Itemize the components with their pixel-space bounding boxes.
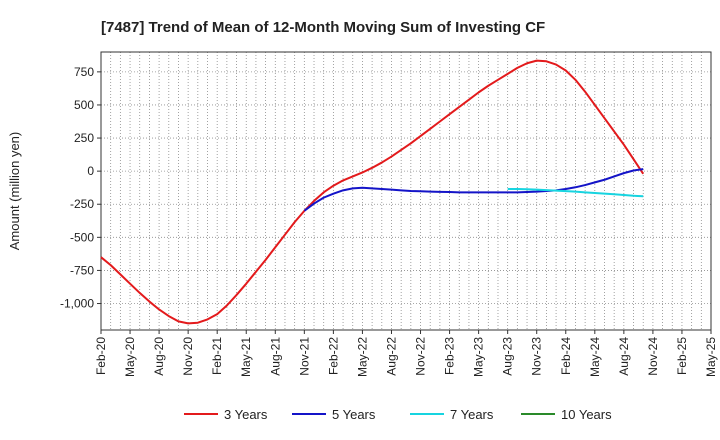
x-tick-label: May-25 [704,337,718,377]
x-tick-label: Feb-21 [210,337,224,375]
x-tick-label: Nov-24 [646,337,660,376]
x-tick-label: Aug-21 [268,337,282,376]
x-tick-label: Feb-22 [326,337,340,375]
legend-label: 7 Years [450,407,494,422]
legend-label: 3 Years [224,407,268,422]
series-line-5-years [303,168,644,212]
x-tick-label: May-22 [355,337,369,377]
x-tick-label: Feb-25 [675,337,689,375]
x-tick-label: Aug-24 [617,337,631,376]
x-tick-label: Aug-22 [384,337,398,376]
chart-title: [7487] Trend of Mean of 12-Month Moving … [101,19,545,36]
x-tick-label: Aug-20 [152,337,166,376]
series-line-3-years [100,59,645,325]
y-tick-label: 750 [74,65,94,79]
x-tick-label: Aug-23 [501,337,515,376]
y-tick-label: -750 [70,263,94,277]
y-tick-label: -500 [70,230,94,244]
x-tick-label: May-20 [123,337,137,377]
x-tick-label: Nov-23 [530,337,544,376]
y-axis-label: Amount (million yen) [7,132,22,251]
legend: 3 Years 5 Years 7 Years 10 Years [184,407,612,422]
x-tick-label: Feb-20 [94,337,108,375]
x-axis-ticks: Feb-20 May-20 Aug-20 Nov-20 Feb-21 May-21 Aug-… [94,330,718,377]
series-lines [100,59,645,325]
y-tick-label: -250 [70,197,94,211]
y-tick-label: -1,000 [60,297,94,311]
y-tick-label: 0 [87,164,94,178]
x-tick-label: Nov-22 [414,337,428,376]
x-tick-label: Feb-23 [443,337,457,375]
y-tick-label: 500 [74,98,94,112]
x-tick-label: May-21 [239,337,253,377]
legend-label: 5 Years [332,407,376,422]
x-tick-label: Nov-20 [181,337,195,376]
y-tick-label: 250 [74,131,94,145]
series-line-7-years [507,188,644,198]
legend-label: 10 Years [561,407,612,422]
plot-frame [100,51,712,331]
x-tick-label: Feb-24 [559,337,573,375]
x-tick-label: Nov-21 [297,337,311,376]
x-tick-label: May-24 [588,337,602,377]
y-axis-ticks: 750 500 250 0 -250 -500 -750 -1,000 [60,65,101,311]
x-tick-label: May-23 [472,337,486,377]
